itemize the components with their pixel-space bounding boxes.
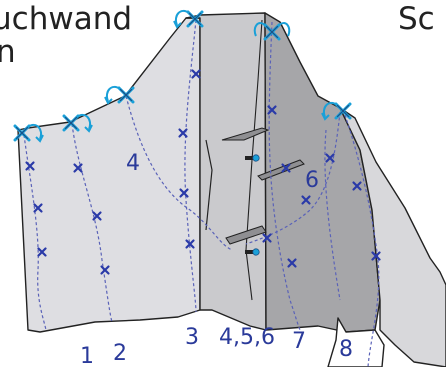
anchor-icon (321, 101, 352, 121)
anchor-markers (13, 9, 352, 143)
rock-face-lower-right (327, 317, 385, 367)
anchor-icon (253, 22, 291, 41)
rock-face-right (339, 107, 446, 367)
route-line-8 (344, 114, 380, 367)
route-line-4 (125, 95, 233, 251)
header-title-left: uchwand (0, 1, 132, 37)
route-label-7: 7 (292, 329, 306, 354)
route-label-2: 2 (113, 341, 127, 366)
anchor-icon (62, 113, 93, 133)
route-line-3 (184, 19, 197, 313)
area-label-6: 6 (305, 168, 319, 193)
route-label-3: 3 (185, 325, 199, 350)
crack-line-main (205, 139, 213, 231)
route-lines (23, 19, 380, 367)
route-label-1: 1 (80, 344, 94, 367)
piton-icon (245, 248, 260, 256)
ledge-middle (257, 159, 305, 181)
piton-icon (245, 154, 260, 162)
rock-face-left (17, 17, 201, 333)
route-label-8: 8 (339, 337, 353, 362)
anchor-icon (173, 9, 204, 29)
ledge-upper (221, 127, 270, 141)
route-line-7 (324, 129, 341, 301)
route-label-4-5-6: 4,5,6 (219, 325, 275, 350)
area-label-4: 4 (126, 151, 140, 176)
header-title-left-line2: n (0, 34, 16, 70)
anchor-icon (104, 85, 135, 105)
anchor-icon (13, 123, 44, 143)
header-title-right: Sc (398, 1, 435, 37)
piton-markers (245, 154, 260, 256)
route-line-2 (71, 123, 113, 323)
ledge-lower (225, 225, 267, 245)
route-line-5 (268, 21, 301, 331)
route-line-1 (23, 134, 47, 331)
